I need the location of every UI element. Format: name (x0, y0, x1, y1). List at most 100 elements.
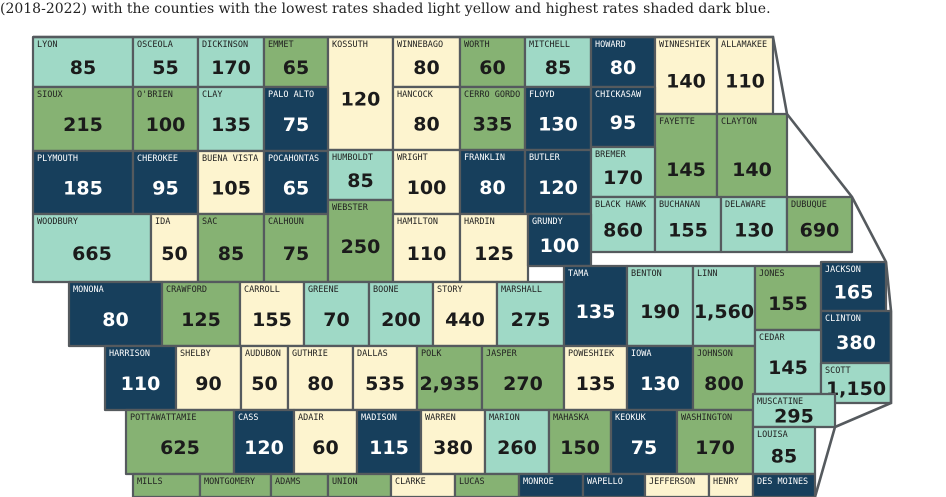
county-shape (367, 280, 435, 348)
county-name: BOONE (373, 285, 399, 295)
county-franklin: FRANKLIN 80 (458, 148, 527, 216)
county-name: WINNESHIEK (659, 40, 711, 50)
county-value: 125 (181, 309, 221, 331)
county-value: 80 (102, 309, 128, 331)
county-humboldt: HUMBOLDT 85 (326, 148, 395, 202)
county-name: TAMA (568, 269, 588, 279)
county-value: 130 (640, 373, 680, 395)
county-black-hawk: BLACK HAWK 860 (589, 195, 657, 254)
county-value: 85 (218, 243, 244, 265)
county-value: 65 (283, 178, 309, 200)
county-name: OSCEOLA (137, 40, 173, 50)
county-name: MUSCATINE (757, 397, 803, 407)
county-iowa: IOWA 130 (625, 344, 695, 412)
county-kossuth: KOSSUTH 120 (326, 35, 395, 152)
county-shape (196, 85, 266, 153)
county-value: 665 (72, 243, 112, 265)
county-woodbury: WOODBURY 665 (31, 212, 153, 284)
county-shape (292, 408, 359, 476)
county-name: GRUNDY (532, 217, 563, 227)
county-value: 110 (407, 243, 447, 265)
county-name: IDA (155, 217, 170, 227)
county-shape (625, 344, 695, 412)
county-story: STORY 440 (431, 280, 499, 348)
county-montgomery: MONTGOMERY (198, 472, 273, 497)
county-union: UNION (326, 472, 393, 497)
county-ida: IDA 50 (149, 212, 200, 284)
county-shape (174, 344, 243, 412)
county-value: 150 (560, 437, 600, 459)
county-name: UNION (332, 477, 358, 487)
county-hardin: HARDIN 125 (458, 212, 530, 284)
county-value: 170 (695, 437, 735, 459)
county-name: JACKSON (825, 265, 861, 275)
county-polk: POLK 2,935 (415, 344, 484, 412)
county-pottawattamie: POTTAWATTAMIE 625 (124, 408, 236, 476)
county-value: 200 (381, 309, 421, 331)
county-name: POTTAWATTAMIE (130, 413, 197, 423)
county-name: BUCHANAN (659, 200, 700, 210)
county-value: 270 (503, 373, 543, 395)
county-name: WARREN (425, 413, 456, 423)
county-value: 190 (640, 301, 680, 323)
county-value: 140 (732, 159, 772, 181)
county-monroe: MONROE (517, 472, 585, 497)
county-name: HARRISON (109, 349, 150, 359)
county-value: 110 (121, 373, 161, 395)
county-harrison: HARRISON 110 (103, 344, 178, 412)
county-shape (523, 148, 593, 216)
county-delaware: DELAWARE 130 (719, 195, 789, 254)
county-name: POLK (421, 349, 442, 359)
county-value: 50 (161, 243, 187, 265)
county-name: MONTGOMERY (204, 477, 255, 487)
county-value: 65 (283, 57, 309, 79)
county-pocahontas: POCAHONTAS 65 (262, 149, 330, 216)
county-value: 155 (768, 293, 808, 315)
county-name: HARDIN (464, 217, 495, 227)
county-name: BUENA VISTA (202, 154, 258, 164)
county-name: WAPELLO (587, 477, 623, 487)
county-grundy: GRUNDY 100 (526, 212, 593, 268)
county-value: 60 (479, 57, 505, 79)
county-benton: BENTON 190 (625, 264, 695, 348)
county-value: 70 (323, 309, 349, 331)
county-name: MONROE (523, 477, 554, 487)
county-name: HOWARD (595, 40, 626, 50)
county-shape (103, 344, 178, 412)
county-value: 85 (70, 57, 96, 79)
county-worth: WORTH 60 (458, 35, 527, 89)
county-palo-alto: PALO ALTO 75 (262, 85, 330, 153)
county-name: BREMER (595, 150, 627, 160)
county-value: 2,935 (419, 373, 479, 395)
county-name: DUBUQUE (791, 200, 827, 210)
county-value: 105 (211, 178, 251, 200)
county-name: LYON (37, 40, 57, 50)
county-calhoun: CALHOUN 75 (262, 212, 330, 284)
county-cedar: CEDAR 145 (753, 328, 823, 396)
county-name: WRIGHT (397, 153, 428, 163)
county-name: FRANKLIN (464, 153, 505, 163)
county-shape (523, 85, 593, 152)
county-value: 80 (413, 114, 439, 136)
county-value: 155 (668, 220, 708, 242)
county-name: SCOTT (825, 366, 851, 376)
county-name: KEOKUK (615, 413, 647, 423)
county-value: 75 (631, 437, 657, 459)
county-name: CASS (238, 413, 258, 423)
county-name: PALO ALTO (268, 90, 314, 100)
state-border (33, 35, 893, 497)
county-name: FAYETTE (659, 117, 695, 127)
county-value: 95 (152, 178, 178, 200)
county-value: 120 (538, 177, 578, 199)
county-value: 85 (771, 446, 797, 468)
county-value: 85 (545, 57, 571, 79)
county-name: LINN (697, 269, 717, 279)
county-sioux: SIOUX 215 (31, 85, 135, 153)
county-cerro-gordo: CERRO GORDO 335 (458, 85, 527, 152)
county-linn: LINN 1,560 (691, 264, 757, 348)
county-mills: MILLS (131, 472, 202, 497)
county-shape (238, 280, 306, 348)
county-name: WEBSTER (332, 203, 369, 213)
county-henry: HENRY (707, 472, 755, 497)
county-lyon: LYON 85 (31, 35, 135, 89)
